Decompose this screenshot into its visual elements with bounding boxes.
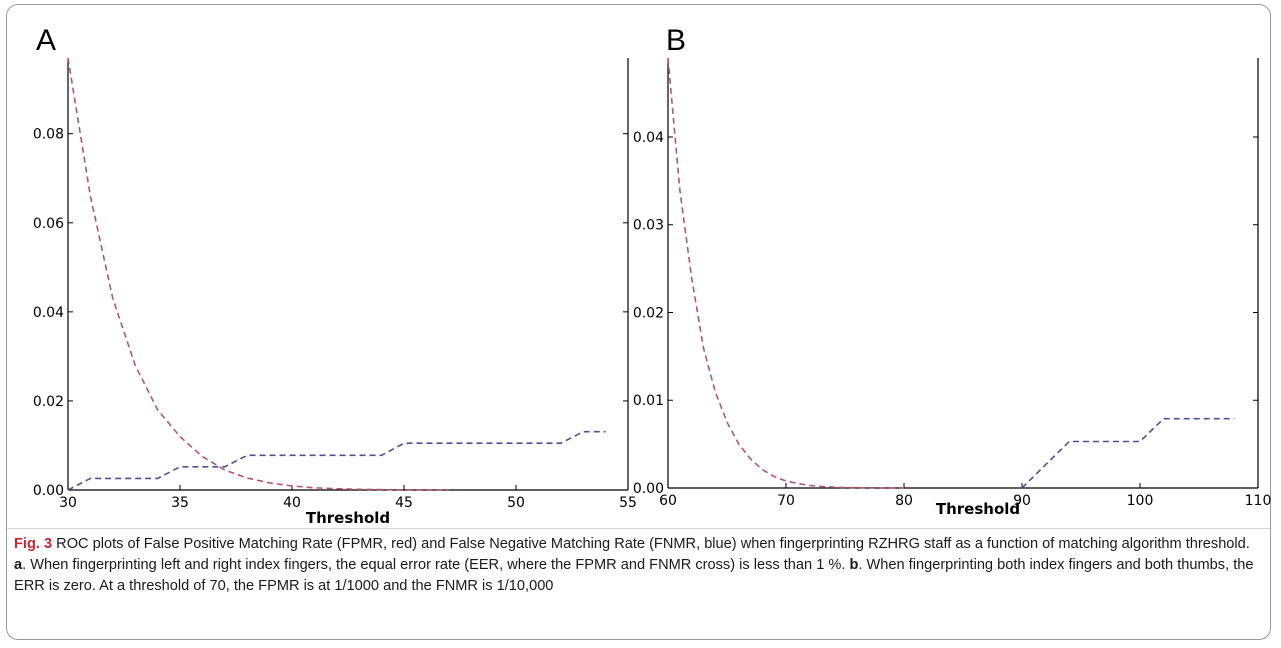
x-axis-title-b: Threshold [936, 500, 1020, 518]
caption-bold-b: b [849, 557, 859, 573]
x-tick-label-a: 35 [171, 495, 189, 511]
x-tick-label-b: 100 [1127, 493, 1154, 509]
y-tick-label-b: 0.02 [633, 305, 664, 321]
series-line-b-fpmr [667, 57, 905, 489]
x-tick-label-a: 45 [395, 495, 413, 511]
x-tick-label-b: 80 [895, 493, 913, 509]
x-tick-label-b: 70 [777, 493, 795, 509]
series-line-a-fpmr [67, 57, 449, 491]
x-tick-label-b: 110 [1245, 493, 1272, 509]
caption-text-3: . When fingerprinting both index fingers… [14, 557, 1254, 594]
caption-text-1: ROC plots of False Positive Matching Rat… [52, 536, 1250, 552]
panel-label-b: B [666, 24, 686, 57]
x-tick-label-a: 50 [507, 495, 525, 511]
caption-text-2: . When fingerprinting left and right ind… [22, 557, 850, 573]
figure-plots: A 0.00 0.02 0.04 0.06 0.08 30 35 40 45 50 55 Thresho… [33, 24, 1272, 527]
figure-caption: Fig. 3 ROC plots of False Positive Match… [14, 534, 1264, 597]
panel-a: A 0.00 0.02 0.04 0.06 0.08 30 35 40 45 50 55 Thresho… [33, 24, 637, 527]
y-tick-label-b: 0.03 [633, 218, 664, 234]
y-tick-label-a: 0.00 [33, 483, 64, 499]
y-tick-label-a: 0.02 [33, 394, 64, 410]
figure-frame [6, 4, 1271, 640]
y-tick-label-b: 0.00 [633, 481, 664, 497]
x-tick-label-a: 30 [59, 495, 77, 511]
series-line-a-fnmr [67, 430, 606, 491]
y-tick-label-b: 0.01 [633, 393, 664, 409]
caption-bold-a: a [14, 557, 23, 573]
x-axis-title-a: Threshold [306, 509, 390, 527]
x-tick-label-b: 60 [659, 493, 677, 509]
panel-b: B 0.00 0.01 0.02 0.03 0.04 60 70 80 90 100 110 Thres… [633, 24, 1272, 518]
caption-divider [7, 528, 1270, 529]
y-tick-label-a: 0.06 [33, 216, 64, 232]
x-tick-label-a: 55 [619, 495, 637, 511]
x-tick-label-b: 90 [1013, 493, 1031, 509]
figure-label: Fig. 3 [14, 536, 53, 552]
series-line-b-fnmr [1021, 417, 1235, 489]
x-tick-label-a: 40 [283, 495, 301, 511]
y-tick-label-a: 0.08 [33, 127, 64, 143]
y-tick-label-b: 0.04 [633, 130, 664, 146]
y-tick-label-a: 0.04 [33, 305, 64, 321]
panel-label-a: A [36, 24, 56, 57]
